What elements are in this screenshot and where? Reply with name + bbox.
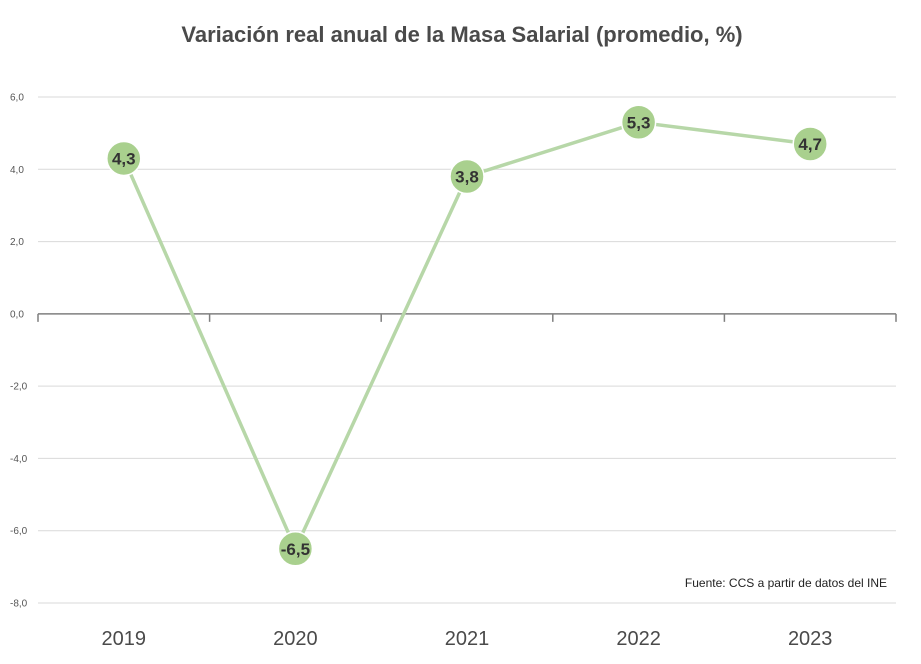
y-tick-label: -2,0: [10, 382, 28, 393]
y-axis-ticks: 6,0 4,0 2,0 0,0 -2,0 -4,0 -6,0 -8,0: [10, 93, 28, 610]
data-point: [277, 531, 314, 567]
y-tick-label: 6,0: [10, 93, 24, 104]
data-label: 5,3: [627, 113, 651, 132]
data-label: -6,5: [281, 540, 310, 559]
x-tick-label: 2021: [445, 628, 490, 650]
y-tick-label: -8,0: [10, 599, 28, 610]
gridlines: [38, 96, 896, 604]
y-tick-label: -6,0: [10, 526, 28, 537]
data-point: [620, 104, 657, 141]
chart-title: Variación real anual de la Masa Salarial…: [181, 22, 742, 47]
source-note: Fuente: CCS a partir de datos del INE: [685, 576, 887, 590]
y-tick-label: -4,0: [10, 454, 28, 465]
x-tick-label: 2023: [788, 628, 833, 650]
y-tick-label: 4,0: [10, 165, 24, 176]
y-tick-label: 2,0: [10, 237, 24, 248]
data-label: 4,7: [798, 135, 822, 154]
series-points: 4,3 -6,5 3,8 5,3 4,7: [106, 104, 828, 567]
data-point: [106, 140, 142, 177]
data-label: 4,3: [112, 149, 136, 168]
y-tick-label: 0,0: [10, 309, 24, 320]
x-axis-ticks: 2019 2020 2021 2022 2023: [102, 628, 833, 650]
x-tick-label: 2019: [102, 628, 147, 650]
x-tick-label: 2022: [616, 628, 661, 650]
data-point: [792, 126, 828, 162]
x-tick-label: 2020: [273, 628, 318, 650]
data-label: 3,8: [455, 168, 479, 187]
data-point: [449, 158, 485, 195]
x-axis: [37, 313, 897, 322]
